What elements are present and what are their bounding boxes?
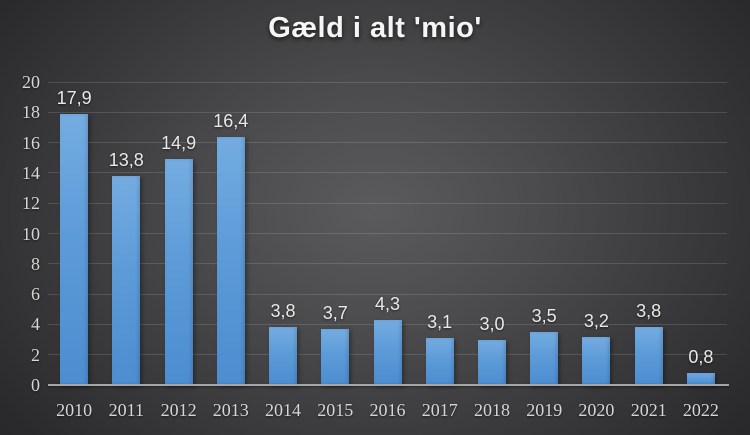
gridline xyxy=(48,142,727,144)
bar-value-label: 14,9 xyxy=(161,133,197,154)
y-axis-label: 16 xyxy=(22,132,40,153)
bar-value-label: 17,9 xyxy=(56,87,92,108)
bar-2010 xyxy=(60,113,89,385)
x-axis-label: 2017 xyxy=(421,400,458,420)
bar-2014 xyxy=(269,327,297,385)
x-axis-label: 2019 xyxy=(526,400,563,420)
gridline xyxy=(48,111,727,113)
bar-2019 xyxy=(530,332,559,385)
gridline xyxy=(48,263,727,265)
bar-2015 xyxy=(321,328,350,385)
y-axis-label: 2 xyxy=(31,344,40,365)
bar-2013 xyxy=(216,136,245,385)
x-axis-label: 2013 xyxy=(212,400,249,420)
bar-2018 xyxy=(478,339,506,385)
y-axis-label: 4 xyxy=(31,314,40,335)
bar-value-label: 3,8 xyxy=(270,301,296,322)
bar-2012 xyxy=(164,159,193,385)
bar-value-label: 13,8 xyxy=(108,149,144,170)
bar-value-label: 16,4 xyxy=(213,110,249,131)
chart-title: Gæld i alt 'mio' xyxy=(268,12,482,44)
bar-value-label: 3,2 xyxy=(583,310,609,331)
gridline xyxy=(48,202,727,204)
gridline xyxy=(48,293,727,295)
y-axis-label: 18 xyxy=(22,102,40,123)
x-axis-label: 2015 xyxy=(317,400,354,420)
x-axis-label: 2022 xyxy=(682,400,719,420)
gridline xyxy=(48,233,727,234)
x-axis-label: 2012 xyxy=(160,400,197,420)
y-axis-label: 12 xyxy=(22,193,40,214)
bar-value-label: 3,7 xyxy=(322,302,348,323)
x-axis-label: 2014 xyxy=(265,400,301,420)
bar-2021 xyxy=(634,327,663,385)
y-axis-label: 0 xyxy=(31,375,40,395)
bar-2011 xyxy=(112,175,141,385)
x-axis-label: 2016 xyxy=(369,400,406,420)
y-axis-label: 10 xyxy=(22,223,40,244)
bar-value-label: 4,3 xyxy=(374,293,401,314)
bar-2017 xyxy=(425,338,454,385)
bar-2022 xyxy=(686,372,715,385)
bar-value-label: 3,1 xyxy=(427,312,453,332)
bar-value-label: 3,5 xyxy=(531,306,557,326)
bar-value-label: 0,8 xyxy=(688,346,714,367)
x-axis-label: 2020 xyxy=(578,400,615,420)
x-axis-label: 2011 xyxy=(108,400,144,420)
gridline xyxy=(48,81,727,83)
gridline xyxy=(48,172,727,174)
x-axis-label: 2021 xyxy=(630,400,667,420)
y-axis-label: 14 xyxy=(22,162,40,183)
bar-value-label: 3,8 xyxy=(636,301,662,322)
y-axis-label: 20 xyxy=(22,72,40,92)
bar-2020 xyxy=(582,336,611,385)
x-axis-label: 2010 xyxy=(56,400,93,420)
x-axis-label: 2018 xyxy=(474,400,510,420)
bar-value-label: 3,0 xyxy=(479,313,505,334)
bar-2016 xyxy=(373,319,402,385)
y-axis-label: 6 xyxy=(31,284,40,305)
y-axis-label: 8 xyxy=(31,253,40,274)
x-axis-line xyxy=(48,384,729,386)
